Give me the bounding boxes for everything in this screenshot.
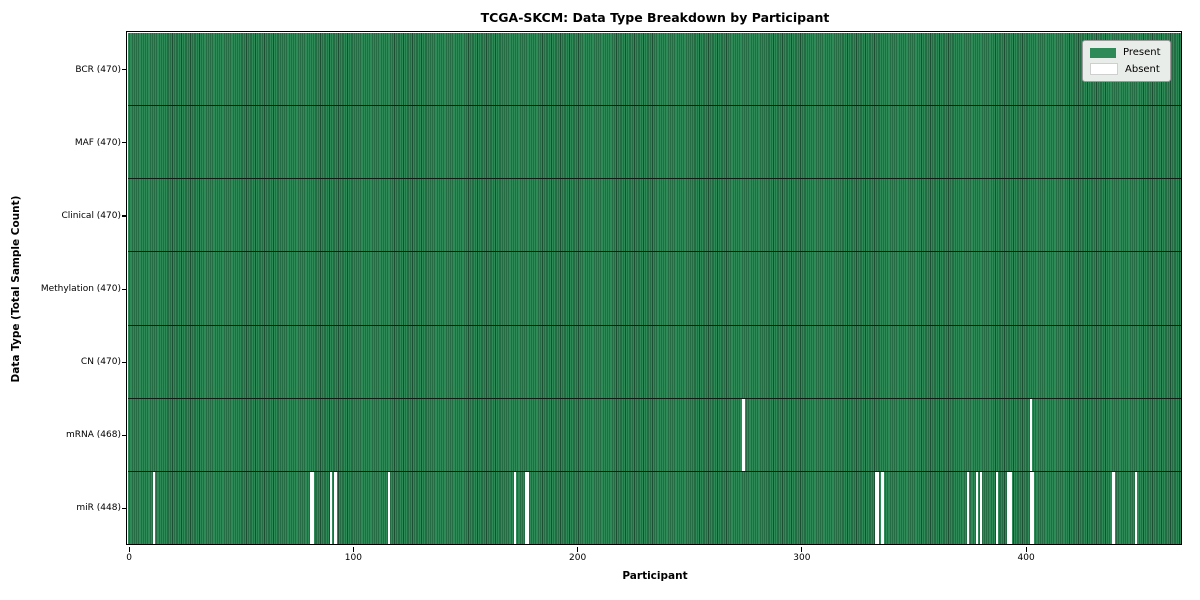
y-tick [122, 507, 127, 510]
y-tick-label-MAF: MAF (470) [74, 137, 121, 148]
x-tick-label: 300 [793, 553, 811, 563]
absent-stripe [975, 471, 978, 545]
absent-stripe [311, 471, 315, 545]
absent-stripe [1009, 471, 1012, 545]
absent-stripe [329, 471, 333, 545]
y-tick [122, 361, 127, 363]
absent-stripe [1029, 398, 1032, 471]
x-tick [577, 546, 579, 552]
absent-stripe [1007, 471, 1010, 545]
x-tick [352, 546, 354, 552]
y-tick-label-mRNA: mRNA (468) [66, 430, 121, 441]
legend: Present Absent [1082, 40, 1171, 82]
x-tick [1025, 546, 1027, 552]
y-tick-label-CN: CN (470) [80, 357, 121, 368]
x-tick-label: 0 [126, 553, 132, 563]
y-tick-label-Clinical: Clinical (470) [61, 210, 121, 221]
absent-stripe [877, 471, 880, 545]
absent-stripe [874, 471, 877, 545]
y-tick-label-Methylation: Methylation (470) [40, 284, 121, 294]
absent-stripe [524, 471, 528, 545]
legend-label-present: Present [1123, 47, 1161, 58]
legend-entry-present: Present [1090, 47, 1161, 58]
y-tick [122, 288, 127, 290]
absent-stripe [527, 471, 530, 545]
x-tick-label: 200 [569, 553, 587, 563]
heatmap-row-Clinical [128, 179, 1182, 253]
absent-stripe [1112, 471, 1115, 545]
y-tick-label-miR: miR (448) [76, 503, 121, 514]
absent-stripe [309, 471, 312, 545]
y-tick [122, 69, 127, 71]
absent-swatch [1090, 63, 1118, 75]
absent-stripe [881, 471, 884, 545]
absent-stripe [980, 471, 983, 545]
legend-label-absent: Absent [1125, 63, 1160, 75]
heatmap-row-BCR [128, 33, 1182, 107]
y-tick-label-BCR: BCR (470) [75, 64, 121, 75]
y-tick [122, 142, 127, 144]
x-tick-label: 400 [1017, 553, 1035, 563]
x-axis-label: Participant [622, 570, 688, 582]
plot-area [128, 33, 1182, 545]
absent-stripe [1031, 471, 1034, 545]
heatmap-row-mRNA [128, 398, 1182, 472]
chart-title: TCGA-SKCM: Data Type Breakdown by Partic… [480, 10, 830, 25]
x-tick [801, 546, 803, 552]
legend-entry-absent: Absent [1090, 63, 1161, 75]
heatmap-row-Methylation [128, 252, 1182, 326]
x-tick-label: 100 [344, 553, 362, 563]
absent-stripe [742, 398, 745, 471]
absent-stripe [334, 471, 337, 545]
absent-stripe [152, 471, 155, 545]
heatmap-row-CN [128, 325, 1182, 399]
y-tick [122, 215, 127, 217]
heatmap-row-miR [128, 471, 1182, 545]
absent-stripe [1134, 471, 1138, 545]
absent-stripe [388, 471, 391, 545]
absent-stripe [1029, 471, 1032, 545]
x-tick [128, 546, 130, 552]
y-tick [122, 434, 127, 436]
absent-stripe [513, 471, 516, 545]
absent-stripe [966, 471, 969, 545]
heatmap-row-MAF [128, 106, 1182, 180]
absent-stripe [995, 471, 999, 545]
present-swatch [1090, 47, 1116, 58]
